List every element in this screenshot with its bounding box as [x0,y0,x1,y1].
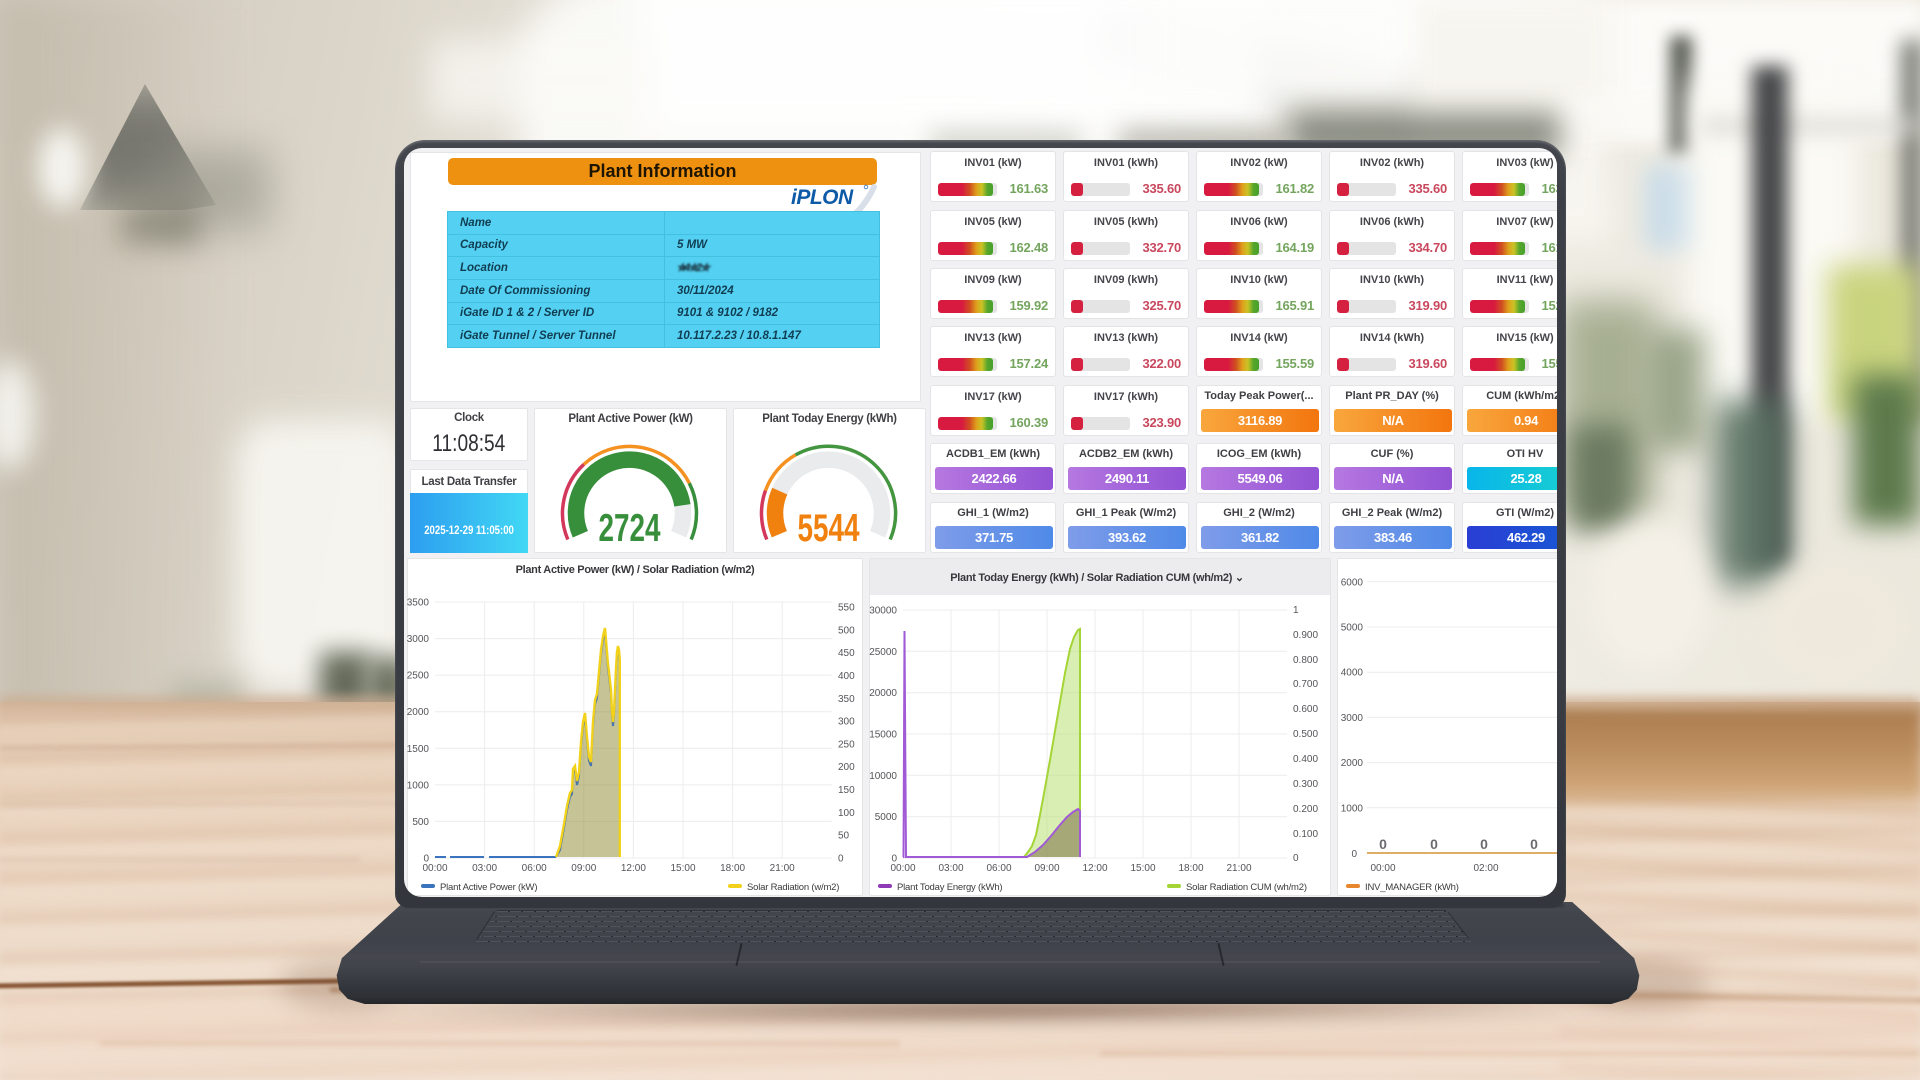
svg-text:350: 350 [838,694,855,705]
svg-text:3000: 3000 [407,634,429,645]
svg-text:0: 0 [838,854,844,865]
svg-text:03:00: 03:00 [472,863,497,874]
svg-text:06:00: 06:00 [522,863,547,874]
svg-text:0: 0 [1351,849,1357,860]
svg-text:5000: 5000 [1341,623,1364,634]
svg-text:5000: 5000 [875,812,898,823]
svg-text:00:00: 00:00 [422,863,447,874]
svg-text:INV_MANAGER (kWh): INV_MANAGER (kWh) [1365,882,1459,893]
svg-text:15:00: 15:00 [670,863,695,874]
svg-text:2500: 2500 [407,671,429,682]
svg-text:550: 550 [838,603,855,614]
svg-text:Solar Radiation CUM (wh/m2): Solar Radiation CUM (wh/m2) [1186,882,1307,893]
svg-text:500: 500 [838,625,855,636]
svg-text:0.300: 0.300 [1293,779,1318,790]
svg-text:15000: 15000 [869,730,897,741]
svg-text:Plant Today Energy (kWh): Plant Today Energy (kWh) [897,882,1002,893]
svg-text:1: 1 [1293,605,1299,616]
svg-text:2724: 2724 [599,507,661,550]
svg-text:30000: 30000 [869,606,897,617]
svg-text:450: 450 [838,648,855,659]
svg-text:03:00: 03:00 [938,863,963,874]
svg-text:0: 0 [1379,836,1387,852]
svg-text:3000: 3000 [1341,713,1364,724]
svg-text:3500: 3500 [407,598,429,609]
svg-text:0.200: 0.200 [1293,804,1318,815]
svg-text:250: 250 [838,739,855,750]
svg-text:00:00: 00:00 [890,863,915,874]
svg-text:Plant Today Energy (kWh) / Sol: Plant Today Energy (kWh) / Solar Radiati… [950,572,1244,584]
svg-text:2000: 2000 [1341,758,1364,769]
svg-text:0: 0 [1530,836,1538,852]
svg-text:6000: 6000 [1341,577,1364,588]
svg-text:1000: 1000 [407,780,429,791]
svg-text:10000: 10000 [869,771,897,782]
svg-text:09:00: 09:00 [571,863,596,874]
svg-text:1500: 1500 [407,744,429,755]
svg-text:25000: 25000 [869,647,897,658]
svg-text:0: 0 [1293,853,1299,864]
svg-text:06:00: 06:00 [986,863,1011,874]
svg-text:0.500: 0.500 [1293,729,1318,740]
svg-text:Plant Active Power (kW): Plant Active Power (kW) [440,882,537,893]
svg-text:18:00: 18:00 [1178,863,1203,874]
svg-text:20000: 20000 [869,688,897,699]
svg-text:50: 50 [838,831,850,842]
svg-text:0.100: 0.100 [1293,829,1318,840]
svg-text:1000: 1000 [1341,803,1364,814]
svg-text:18:00: 18:00 [720,863,745,874]
svg-text:300: 300 [838,717,855,728]
svg-text:12:00: 12:00 [1082,863,1107,874]
svg-text:00:00: 00:00 [1370,863,1395,874]
svg-text:02:00: 02:00 [1473,863,1498,874]
svg-text:100: 100 [838,808,855,819]
svg-text:0: 0 [1480,836,1488,852]
svg-text:0: 0 [423,854,429,865]
svg-text:150: 150 [838,785,855,796]
svg-text:21:00: 21:00 [1226,863,1251,874]
svg-text:iPLON: iPLON [791,186,854,209]
svg-text:Plant Active Power (kW) / Sola: Plant Active Power (kW) / Solar Radiatio… [516,564,755,576]
svg-text:0.700: 0.700 [1293,679,1318,690]
svg-text:0.800: 0.800 [1293,655,1318,666]
svg-text:0.600: 0.600 [1293,704,1318,715]
svg-text:15:00: 15:00 [1130,863,1155,874]
svg-text:Solar Radiation (w/m2): Solar Radiation (w/m2) [747,882,839,893]
svg-text:200: 200 [838,762,855,773]
svg-text:5544: 5544 [798,507,860,550]
svg-text:12:00: 12:00 [621,863,646,874]
svg-text:0.900: 0.900 [1293,630,1318,641]
svg-text:400: 400 [838,671,855,682]
svg-text:0: 0 [1430,836,1438,852]
svg-text:21:00: 21:00 [770,863,795,874]
svg-text:500: 500 [412,817,429,828]
svg-text:4000: 4000 [1341,668,1364,679]
svg-text:2000: 2000 [407,707,429,718]
svg-text:09:00: 09:00 [1034,863,1059,874]
svg-text:0: 0 [891,854,897,865]
svg-text:0.400: 0.400 [1293,754,1318,765]
